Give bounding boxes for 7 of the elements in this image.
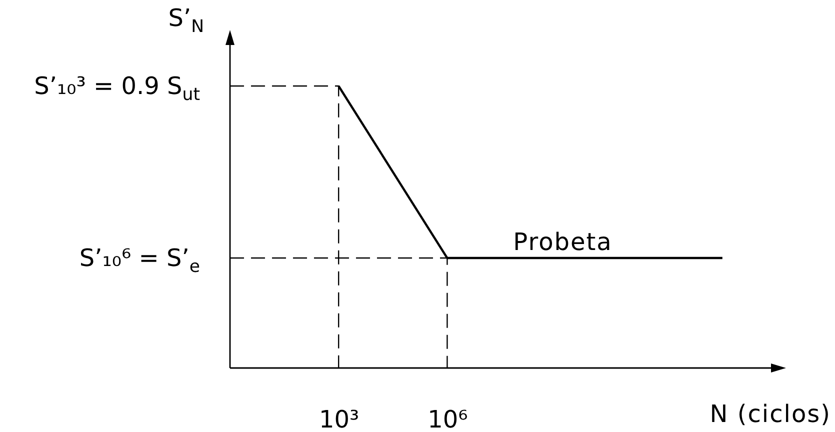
- annotation: S’₁₀⁶ = S’$_{e}$: [79, 244, 200, 278]
- x-axis-title: N (ciclos): [710, 400, 831, 428]
- x-tick-label: 10⁶: [428, 406, 468, 432]
- y-axis-title: S’$_{N}$: [168, 4, 204, 38]
- series-label: Probeta: [513, 228, 612, 256]
- annotation: S’₁₀³ = 0.9 S$_{ut}$: [34, 72, 200, 106]
- x-tick-label: 10³: [319, 406, 360, 432]
